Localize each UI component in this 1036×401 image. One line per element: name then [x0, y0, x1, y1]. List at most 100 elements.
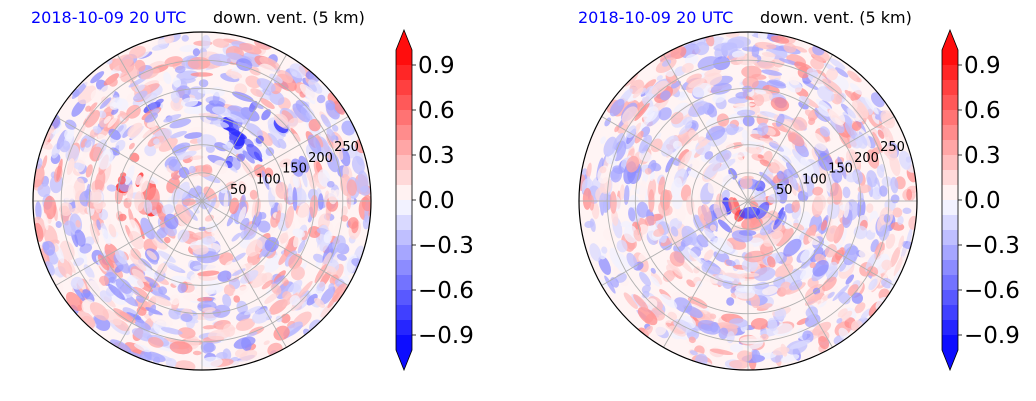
colorbar-band — [396, 305, 412, 321]
field-cell — [822, 276, 837, 292]
field-cell — [754, 41, 777, 50]
colorbar-tick-label: 0.3 — [418, 143, 455, 169]
angular-gridline — [201, 200, 349, 286]
field-cell — [296, 280, 313, 300]
angular-gridline — [601, 200, 749, 286]
field-cell — [128, 45, 146, 59]
field-cell — [192, 48, 201, 57]
field-cell — [839, 310, 853, 322]
angular-gridline — [747, 54, 833, 202]
panel-2-title-right: down. vent. (5 km) — [760, 8, 912, 27]
field-cell — [660, 135, 679, 157]
field-cell — [623, 224, 639, 244]
field-cell — [179, 44, 198, 53]
field-cell — [63, 184, 76, 204]
field-cell — [239, 349, 258, 361]
panel-2-grid — [579, 32, 917, 370]
colorbar-band — [396, 125, 412, 141]
field-cell — [160, 327, 183, 335]
field-cell — [245, 239, 263, 257]
colorbar-band — [942, 50, 958, 66]
colorbar-tick-label: −0.6 — [964, 278, 1020, 304]
field-cell — [223, 191, 229, 214]
field-cell — [313, 297, 326, 308]
colorbar-band — [396, 290, 412, 306]
field-cell — [636, 201, 649, 218]
field-cell — [867, 266, 879, 277]
field-cell — [751, 349, 761, 363]
field-cell — [701, 204, 712, 224]
field-cell — [761, 52, 776, 58]
field-cell — [124, 164, 135, 186]
field-cell — [777, 172, 784, 180]
field-cell — [883, 127, 894, 145]
field-cell — [812, 186, 824, 196]
field-cell — [623, 185, 630, 205]
field-cell — [306, 293, 318, 306]
field-cell — [770, 35, 790, 44]
field-cell — [818, 336, 830, 350]
colorbar-2-ticks: 0.9 0.6 0.3 0.0 −0.3 −0.6 −0.9 — [958, 53, 1020, 349]
colorbar-band — [396, 275, 412, 291]
field-cell — [188, 165, 196, 174]
field-cell — [851, 121, 862, 131]
field-cell — [656, 75, 663, 81]
field-cell — [292, 187, 298, 211]
field-cell — [787, 131, 805, 147]
field-cell — [197, 270, 220, 277]
field-cell — [134, 84, 146, 92]
angular-gridline — [747, 200, 895, 286]
field-cell — [846, 107, 856, 119]
field-cell — [325, 99, 336, 111]
field-cell — [844, 160, 853, 167]
field-cell — [783, 238, 802, 257]
field-cell — [146, 250, 157, 261]
field-cell — [274, 113, 289, 128]
field-cell — [63, 220, 76, 236]
colorbar-extend-min — [942, 350, 958, 370]
field-cell — [327, 180, 335, 188]
field-cell — [620, 221, 631, 228]
field-cell — [127, 122, 143, 138]
radial-tick-label: 250 — [334, 140, 359, 155]
field-cell — [163, 71, 172, 85]
field-cell — [128, 142, 135, 150]
field-cell — [660, 293, 678, 309]
field-cell — [252, 101, 264, 110]
field-cell — [65, 158, 75, 178]
field-cell — [290, 266, 305, 281]
field-cell — [633, 229, 643, 242]
field-cell — [201, 35, 211, 49]
field-cell — [99, 84, 115, 100]
radial-tick-label: 50 — [776, 183, 793, 198]
field-cell — [879, 185, 888, 197]
field-cell — [85, 164, 93, 178]
field-cell — [671, 177, 683, 198]
field-cell — [843, 200, 850, 218]
field-cell — [114, 249, 128, 265]
field-cell — [133, 90, 148, 102]
angular-gridline — [55, 200, 203, 286]
field-cell — [305, 112, 313, 121]
field-cell — [336, 253, 347, 261]
field-cell — [897, 215, 904, 226]
field-cell — [670, 111, 684, 125]
field-cell — [751, 44, 760, 58]
field-cell — [357, 170, 369, 193]
field-cell — [332, 235, 346, 253]
field-cell — [681, 62, 694, 73]
field-cell — [351, 155, 365, 175]
field-cell — [600, 136, 606, 145]
colorbar-band — [396, 170, 412, 186]
field-cell — [651, 80, 668, 95]
field-cell — [144, 144, 157, 157]
field-cell — [739, 206, 761, 219]
field-cell — [313, 253, 325, 263]
colorbar-band — [396, 200, 412, 216]
field-cell — [256, 78, 276, 92]
field-cell — [211, 106, 231, 116]
field-cell — [721, 189, 730, 201]
field-cell — [780, 281, 793, 294]
field-cell — [84, 139, 92, 148]
angular-gridline — [747, 116, 895, 202]
